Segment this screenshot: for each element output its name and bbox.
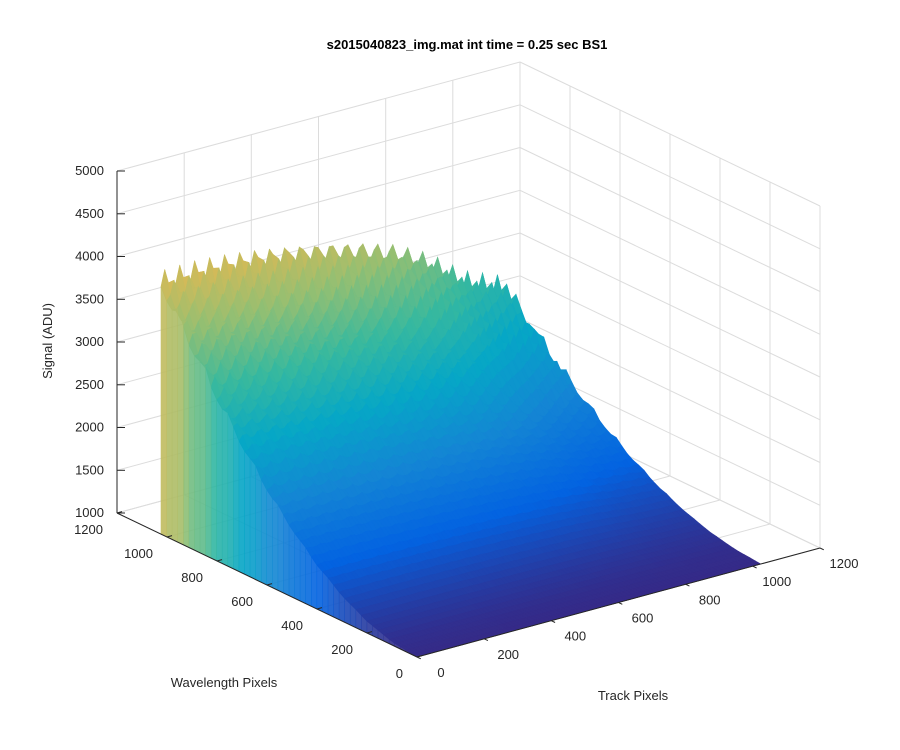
grid-line bbox=[519, 232, 821, 378]
grid-line bbox=[116, 104, 521, 215]
surface-edge bbox=[322, 570, 329, 615]
surface-edge bbox=[316, 564, 323, 613]
z-tick-label: 3500 bbox=[75, 291, 104, 306]
x-tick-label: 200 bbox=[497, 647, 519, 662]
surface-edge bbox=[271, 497, 279, 591]
y-tick-label: 1000 bbox=[124, 546, 153, 561]
surface-edge bbox=[327, 576, 334, 618]
surface-edge bbox=[166, 300, 173, 540]
grid-line bbox=[116, 61, 521, 172]
x-axis-title: Track Pixels bbox=[598, 688, 669, 703]
surface-edge bbox=[171, 308, 178, 543]
x-tick bbox=[618, 602, 623, 605]
y-tick-label: 0 bbox=[396, 666, 403, 681]
x-tick bbox=[483, 638, 489, 642]
x-tick-label: 1000 bbox=[762, 574, 791, 589]
chart-title: s2015040823_img.mat int time = 0.25 sec … bbox=[327, 37, 608, 52]
z-tick-label: 1500 bbox=[75, 462, 104, 477]
surface-edge bbox=[188, 344, 195, 551]
surface-edge bbox=[288, 524, 295, 599]
x-tick-label: 400 bbox=[564, 629, 586, 644]
surface-edge bbox=[210, 386, 217, 562]
surface-edge bbox=[227, 412, 234, 570]
surface-edge bbox=[260, 479, 268, 586]
surface-edge bbox=[233, 426, 240, 572]
grid-line bbox=[116, 147, 521, 257]
x-tick bbox=[819, 547, 825, 551]
z-tick-label: 4500 bbox=[75, 206, 104, 221]
surface-edge bbox=[249, 457, 256, 580]
surface-edge bbox=[283, 514, 290, 597]
surface-edge bbox=[266, 488, 273, 588]
x-tick bbox=[752, 565, 757, 569]
surface-edge bbox=[183, 325, 190, 548]
surface-edge bbox=[255, 465, 262, 583]
y-tick-label: 600 bbox=[231, 594, 253, 609]
x-tick bbox=[551, 620, 556, 623]
grid-line bbox=[519, 318, 821, 463]
x-tick bbox=[685, 583, 690, 587]
grid-line bbox=[519, 147, 821, 292]
z-tick-label: 5000 bbox=[75, 163, 104, 178]
x-tick-label: 800 bbox=[699, 592, 721, 607]
surface-edge bbox=[294, 532, 301, 602]
surface bbox=[160, 243, 762, 658]
surface-edge bbox=[194, 355, 201, 554]
grid-line bbox=[519, 61, 821, 207]
surface-edge bbox=[299, 539, 307, 605]
surface-edge bbox=[277, 504, 284, 594]
surface-edge bbox=[205, 366, 212, 559]
grid-line bbox=[519, 189, 821, 335]
surface-edge bbox=[177, 308, 184, 546]
y-axis-title: Wavelength Pixels bbox=[171, 675, 278, 690]
z-tick-label: 4000 bbox=[75, 249, 104, 264]
surface-edge bbox=[221, 408, 229, 567]
x-tick-label: 1200 bbox=[830, 556, 859, 571]
y-tick-label: 1200 bbox=[74, 522, 103, 537]
grid-line bbox=[519, 275, 821, 421]
surface-edge bbox=[310, 555, 318, 610]
z-tick-label: 1000 bbox=[75, 505, 104, 520]
grid-line bbox=[519, 104, 821, 250]
x-tick-label: 0 bbox=[437, 665, 444, 680]
surface-edge bbox=[199, 360, 206, 556]
z-axis-title: Signal (ADU) bbox=[40, 303, 55, 379]
surface-edge bbox=[160, 286, 167, 538]
surface-edge bbox=[238, 439, 245, 575]
surface-edge bbox=[216, 398, 223, 564]
y-tick-label: 200 bbox=[331, 642, 353, 657]
y-tick-label: 400 bbox=[281, 618, 303, 633]
z-tick-label: 3000 bbox=[75, 334, 104, 349]
x-tick-label: 600 bbox=[632, 611, 654, 626]
z-tick-label: 2000 bbox=[75, 420, 104, 435]
z-tick-label: 2500 bbox=[75, 377, 104, 392]
surface-edge bbox=[305, 546, 312, 607]
y-tick-label: 800 bbox=[181, 570, 203, 585]
surface-edge bbox=[244, 450, 251, 578]
